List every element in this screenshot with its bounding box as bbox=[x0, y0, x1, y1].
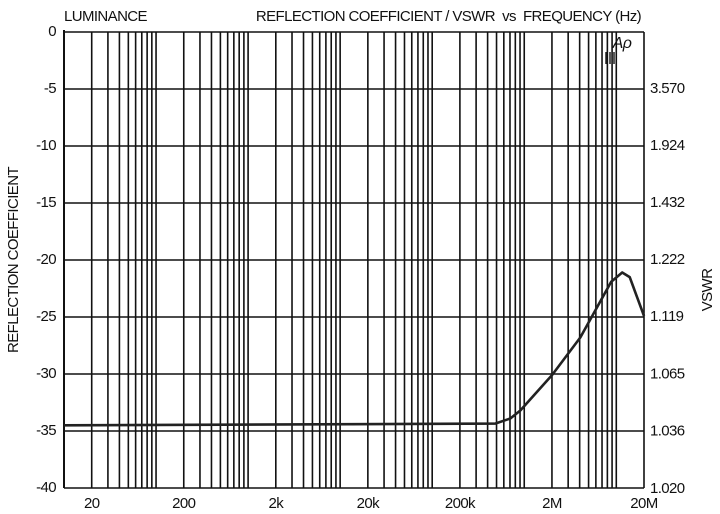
chart-subtitle: LUMINANCE bbox=[64, 8, 148, 25]
y2-tick-label: 1.065 bbox=[650, 365, 685, 382]
y2-tick-label: 1.222 bbox=[650, 251, 685, 268]
y-tick-label: -5 bbox=[44, 80, 56, 97]
y-tick-label: -10 bbox=[36, 137, 56, 154]
y2-tick-label: 1.924 bbox=[650, 137, 685, 154]
y2-tick-label: 3.570 bbox=[650, 80, 685, 97]
y2-tick-label: 1.119 bbox=[650, 308, 684, 325]
x-tick-label: 20 bbox=[84, 495, 100, 512]
y-tick-label: -20 bbox=[36, 251, 56, 268]
y-tick-label: -15 bbox=[36, 194, 56, 211]
chart-title: REFLECTION COEFFICIENT / VSWR vs FREQUEN… bbox=[256, 8, 642, 25]
y-tick-label: -30 bbox=[36, 365, 56, 382]
x-tick-label: 20k bbox=[357, 495, 380, 512]
y-tick-label: 0 bbox=[48, 23, 56, 40]
y2-tick-label: 1.020 bbox=[650, 480, 685, 497]
y-tick-label: -35 bbox=[36, 422, 56, 439]
x-tick-label: 20M bbox=[630, 495, 657, 512]
x-tick-label: 2M bbox=[542, 495, 562, 512]
y2-axis-label: VSWR bbox=[699, 268, 716, 311]
x-tick-label: 2k bbox=[268, 495, 284, 512]
y2-tick-label: 1.036 bbox=[650, 423, 685, 440]
x-tick-label: 200 bbox=[172, 495, 195, 512]
y2-tick-label: 1.432 bbox=[650, 194, 685, 211]
y-tick-label: -25 bbox=[36, 308, 56, 325]
y-tick-label: -40 bbox=[36, 479, 56, 496]
data-line bbox=[63, 271, 646, 427]
y-axis-label: REFLECTION COEFFICIENT bbox=[5, 167, 22, 353]
annotation: Aρ bbox=[612, 35, 632, 52]
x-tick-label: 200k bbox=[445, 495, 476, 512]
